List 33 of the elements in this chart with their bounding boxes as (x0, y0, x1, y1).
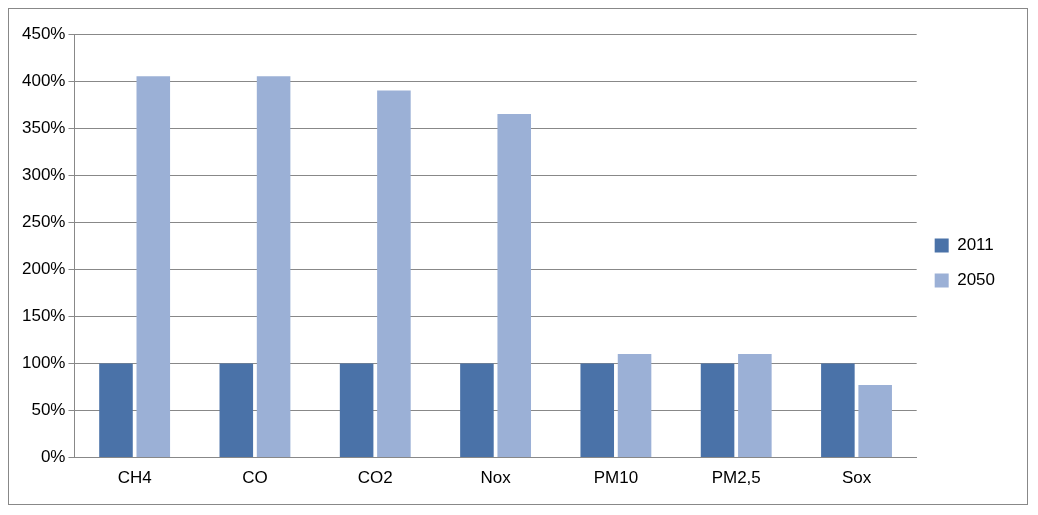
y-tick-label: 100% (22, 353, 66, 373)
y-tick-label: 200% (22, 259, 66, 279)
y-tick-label: 350% (22, 117, 66, 137)
bar (617, 354, 652, 458)
y-tick-label: 50% (31, 400, 66, 420)
bar (700, 363, 735, 458)
bar (256, 76, 291, 458)
x-tick-label: Sox (841, 468, 872, 488)
bar (738, 354, 772, 458)
y-tick-label: 400% (22, 70, 66, 90)
y-tick-label: 0% (40, 447, 66, 467)
bar (460, 363, 494, 458)
bar (580, 363, 615, 458)
bar (858, 385, 892, 458)
legend-label: 2011 (957, 235, 994, 255)
y-tick-label: 450% (22, 23, 66, 43)
bar (339, 363, 374, 458)
y-tick-label: 300% (22, 164, 66, 184)
bar (136, 76, 171, 458)
bar (377, 90, 411, 458)
y-tick-label: 250% (22, 211, 66, 231)
bar (497, 114, 532, 458)
x-tick-label: CO (242, 468, 268, 488)
y-tick-label: 150% (22, 306, 66, 326)
x-tick-label: PM2,5 (711, 468, 761, 488)
x-tick-label: CH4 (117, 468, 152, 488)
legend-label: 2050 (957, 270, 996, 290)
x-tick-label: Nox (480, 468, 512, 488)
x-tick-label: CO2 (357, 468, 393, 488)
x-tick-label: PM10 (593, 468, 639, 488)
bar (99, 363, 133, 458)
bar (219, 363, 254, 458)
bar (821, 363, 855, 458)
